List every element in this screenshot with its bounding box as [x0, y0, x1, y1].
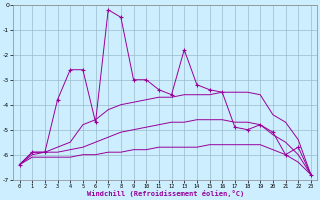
X-axis label: Windchill (Refroidissement éolien,°C): Windchill (Refroidissement éolien,°C)	[87, 190, 244, 197]
